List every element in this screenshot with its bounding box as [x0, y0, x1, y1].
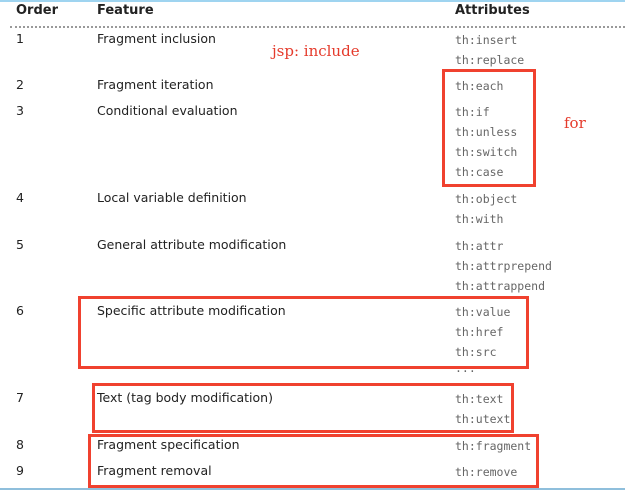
- header-order: Order: [16, 3, 58, 18]
- row-attribute: th:unless: [455, 125, 518, 139]
- row-attribute: th:remove: [455, 465, 518, 479]
- row-order: 5: [16, 237, 24, 252]
- row-order: 1: [16, 31, 24, 46]
- row-order: 9: [16, 463, 24, 478]
- row-attribute: th:case: [455, 165, 504, 179]
- row-attribute: th:utext: [455, 412, 511, 426]
- header-attributes: Attributes: [455, 3, 530, 18]
- highlight-box-text: [92, 383, 514, 433]
- row-attribute: th:text: [455, 392, 504, 406]
- row-attribute: th:value: [455, 305, 511, 319]
- row-feature: General attribute modification: [97, 237, 287, 252]
- highlight-box-fragment: [88, 434, 539, 488]
- row-attribute: th:object: [455, 192, 518, 206]
- row-feature: Text (tag body modification): [97, 390, 273, 405]
- row-order: 2: [16, 77, 24, 92]
- row-order: 4: [16, 190, 24, 205]
- row-attribute: th:href: [455, 325, 504, 339]
- top-border: [0, 0, 625, 2]
- row-attribute: th:attr: [455, 239, 504, 253]
- row-order: 6: [16, 303, 24, 318]
- row-order: 3: [16, 103, 24, 118]
- highlight-box-specific-attribute: [78, 296, 529, 369]
- row-feature: Fragment iteration: [97, 77, 214, 92]
- row-attribute: th:fragment: [455, 439, 532, 453]
- row-feature: Local variable definition: [97, 190, 247, 205]
- row-feature: Fragment removal: [97, 463, 212, 478]
- row-attribute: th:replace: [455, 53, 525, 67]
- header-divider: [10, 26, 625, 28]
- header-feature: Feature: [97, 3, 154, 18]
- row-attribute: th:switch: [455, 145, 518, 159]
- row-feature: Fragment specification: [97, 437, 240, 452]
- row-feature: Specific attribute modification: [97, 303, 286, 318]
- row-attribute: th:src: [455, 345, 497, 359]
- row-feature: Conditional evaluation: [97, 103, 238, 118]
- row-order: 7: [16, 390, 24, 405]
- row-attribute: th:attrappend: [455, 279, 546, 293]
- annotation-jsp-include: jsp: include: [272, 42, 360, 60]
- row-attribute: th:insert: [455, 33, 518, 47]
- row-attribute: th:attrprepend: [455, 259, 552, 273]
- row-attribute: th:if: [455, 105, 490, 119]
- row-attribute: th:with: [455, 212, 504, 226]
- row-order: 8: [16, 437, 24, 452]
- row-attribute: th:each: [455, 79, 504, 93]
- highlight-box-iteration-conditional: [442, 69, 536, 187]
- bottom-border: [0, 488, 625, 490]
- annotation-for: for: [564, 114, 586, 132]
- row-feature: Fragment inclusion: [97, 31, 216, 46]
